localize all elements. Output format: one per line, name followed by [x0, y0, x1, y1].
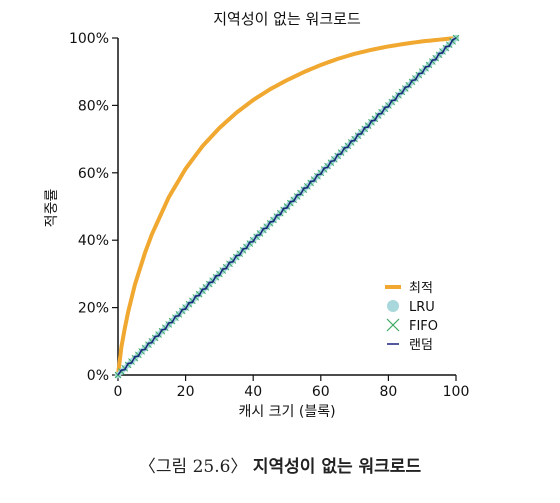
- series-layer: [114, 34, 460, 379]
- figure-label: 〈그림 25.6〉: [138, 457, 248, 477]
- chart: 지역성이 없는 워크로드 0% 20% 40% 60% 80% 100% 0 20 40 60 8…: [44, 10, 470, 420]
- legend: 최적 LRU FIFO 랜덤: [385, 281, 438, 353]
- y-tick-label: 60%: [78, 166, 109, 182]
- x-tick-label: 40: [244, 384, 262, 400]
- x-tick-label: 0: [114, 384, 123, 400]
- figure-title: 지역성이 없는 워크로드: [252, 457, 422, 477]
- y-tick-label: 20%: [78, 301, 109, 317]
- legend-label: 최적: [409, 281, 433, 296]
- series-optimal-line: [116, 36, 458, 377]
- y-tick-label: 80%: [78, 98, 109, 114]
- x-tick-label: 80: [379, 384, 397, 400]
- y-tick-label: 40%: [78, 233, 109, 249]
- legend-swatch-lru: [387, 300, 399, 312]
- series-random-line: [117, 37, 457, 376]
- x-tick-label: 100: [443, 384, 470, 400]
- y-axis-label: 적중률: [44, 189, 60, 228]
- y-tick-label: 100%: [69, 31, 109, 47]
- y-axis: 0% 20% 40% 60% 80% 100%: [69, 31, 119, 384]
- chart-title: 지역성이 없는 워크로드: [213, 10, 361, 28]
- legend-label: LRU: [409, 300, 435, 315]
- legend-label: FIFO: [409, 319, 438, 334]
- legend-swatch-fifo: [386, 318, 400, 332]
- y-tick-label: 0%: [87, 368, 109, 384]
- x-axis: 0 20 40 60 80 100: [114, 374, 470, 400]
- legend-label: 랜덤: [409, 338, 433, 353]
- x-tick-label: 20: [177, 384, 195, 400]
- figure-caption: 〈그림 25.6〉 지역성이 없는 워크로드: [0, 452, 560, 477]
- x-tick-label: 60: [312, 384, 330, 400]
- x-axis-label: 캐시 크기 (블록): [238, 404, 335, 420]
